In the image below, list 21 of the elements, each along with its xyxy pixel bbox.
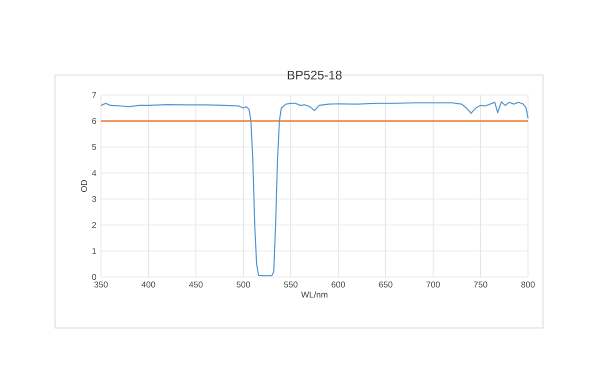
x-tick-label: 350 [94, 282, 108, 288]
y-tick-label: 4 [92, 170, 96, 176]
y-tick-label: 1 [92, 248, 96, 254]
y-tick-label: 3 [92, 196, 96, 202]
y-tick-label: 5 [92, 144, 96, 150]
y-tick-label: 0 [92, 274, 96, 280]
y-tick-label: 2 [92, 222, 96, 228]
x-axis-title: WL/nm [301, 291, 328, 298]
x-tick-label: 550 [284, 282, 298, 288]
x-tick-label: 700 [426, 282, 440, 288]
y-tick-label: 7 [92, 92, 96, 98]
x-tick-label: 750 [474, 282, 488, 288]
x-tick-label: 450 [189, 282, 203, 288]
x-tick-label: 650 [379, 282, 392, 288]
x-tick-label: 600 [332, 282, 345, 288]
chart-title: BP525-18 [288, 70, 342, 80]
y-tick-label: 6 [92, 118, 96, 124]
y-axis-title: OD [80, 180, 87, 192]
x-tick-label: 500 [236, 282, 250, 288]
x-tick-label: 800 [521, 282, 535, 288]
x-tick-label: 400 [142, 282, 156, 288]
